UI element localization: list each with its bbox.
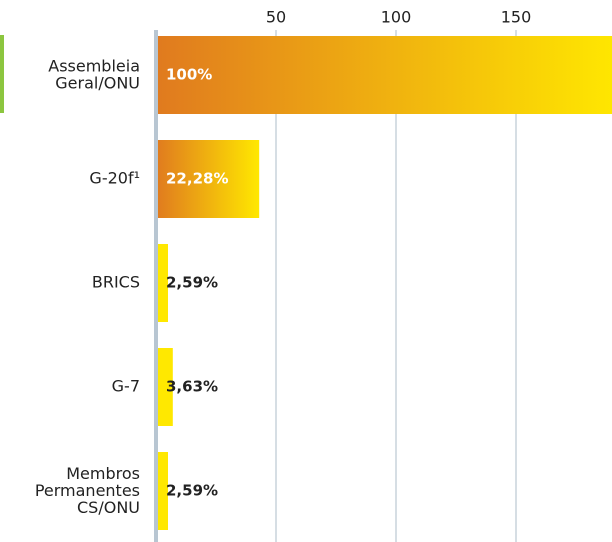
- category-label: Assembleia Geral/ONU: [48, 56, 140, 92]
- x-tick-label: 150: [501, 8, 532, 27]
- value-label: 3,63%: [166, 378, 218, 396]
- bars: [156, 36, 612, 530]
- value-label: 2,59%: [166, 482, 218, 500]
- category-label: Membros Permanentes CS/ONU: [35, 464, 140, 517]
- value-label: 100%: [166, 66, 212, 84]
- category-label: BRICS: [92, 273, 140, 292]
- value-label: 2,59%: [166, 274, 218, 292]
- bar: [156, 244, 168, 322]
- bar: [156, 36, 612, 114]
- bar: [156, 452, 168, 530]
- x-tick-label: 100: [381, 8, 412, 27]
- x-tick-label: 50: [266, 8, 286, 27]
- category-label: G-7: [112, 377, 140, 396]
- highlight-marker: [0, 35, 4, 113]
- category-label: G-20f¹: [89, 169, 140, 188]
- bar: [156, 140, 260, 218]
- value-label: 22,28%: [166, 170, 228, 188]
- bar: [156, 348, 173, 426]
